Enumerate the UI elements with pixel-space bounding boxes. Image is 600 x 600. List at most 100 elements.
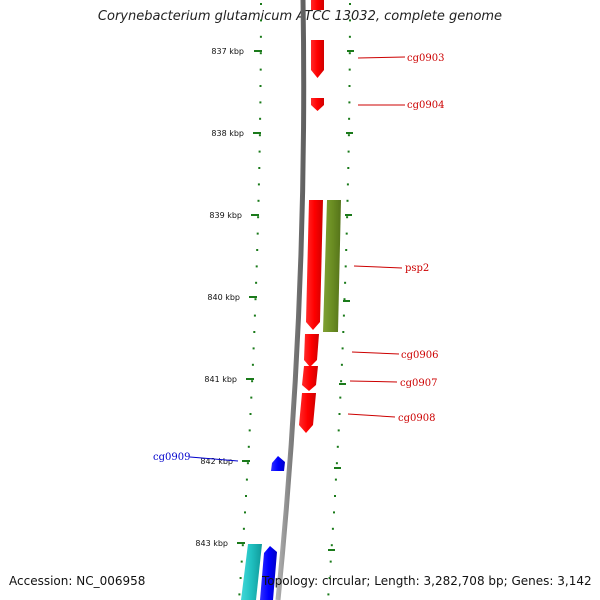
outer-ring-dot <box>259 117 262 120</box>
genome-backbone <box>275 0 307 600</box>
inner-ring-dot <box>346 216 349 219</box>
outer-ring-dot <box>244 511 246 514</box>
gene-arrow-cg0907[interactable] <box>302 366 318 391</box>
inner-ring-dot <box>347 167 350 169</box>
inner-ring-dot <box>349 19 351 22</box>
accession-label: Accession: NC_006958 <box>9 574 146 588</box>
inner-ring-dot <box>348 101 351 104</box>
outer-ring-dot <box>255 281 258 284</box>
inner-ring-dot <box>333 511 335 514</box>
gene-label-cg0906[interactable]: cg0906 <box>401 350 438 361</box>
outer-ring-dot <box>256 232 259 235</box>
gene-arrow-cg0909[interactable] <box>271 456 285 471</box>
tick-label-841-kbp: 841 kbp <box>204 375 237 384</box>
outer-ring-dot <box>245 495 247 497</box>
inner-ring-dot <box>334 478 337 481</box>
inner-ring-dot <box>348 85 351 87</box>
inner-ring-dot <box>343 298 346 301</box>
inner-ring-dot <box>338 413 341 415</box>
outer-ring-dot <box>242 527 245 530</box>
gene-label-cg0904[interactable]: cg0904 <box>407 100 444 111</box>
inner-ring-dot <box>346 183 349 186</box>
inner-ring-major-ticks <box>328 50 354 551</box>
gene-arrow-cg0908[interactable] <box>299 393 316 433</box>
outer-ring-dot <box>259 85 262 87</box>
inner-ring-dot <box>341 347 344 350</box>
tick-label-840-kbp: 840 kbp <box>207 293 240 302</box>
tick-label-843-kbp: 843 kbp <box>195 539 228 548</box>
inner-ring-dot <box>344 265 347 268</box>
outer-ring-dot <box>260 19 262 22</box>
outer-ring-dot <box>239 577 242 579</box>
inner-ring-dot <box>337 429 340 432</box>
outer-ring-dot <box>253 331 256 333</box>
inner-ring-dot <box>335 462 338 465</box>
outer-ring-dot <box>259 52 262 55</box>
inner-ring-dot <box>348 52 351 55</box>
feature-bar-cyan[interactable] <box>241 544 262 600</box>
inner-ring-dot <box>347 134 350 137</box>
gene-arrow-cg0902[interactable] <box>311 0 324 10</box>
outer-ring-dot <box>240 560 243 563</box>
gene-arrow-cg0906[interactable] <box>304 334 319 367</box>
inner-ring-dot <box>328 577 331 579</box>
gene-arrow-cg0904[interactable] <box>311 98 324 111</box>
outer-ring-dot <box>248 429 251 432</box>
inner-ring-dot <box>342 314 345 317</box>
outer-ring-dot <box>258 150 261 153</box>
outer-ring-dot <box>251 380 254 383</box>
inner-ring-dot <box>346 199 349 202</box>
inner-ring-dot <box>345 232 348 235</box>
feature-bar-olive[interactable] <box>323 200 341 332</box>
inner-ring-dot <box>339 396 342 399</box>
gene-label-cg0903[interactable]: cg0903 <box>407 53 444 64</box>
inner-tick-ring <box>327 3 351 596</box>
outer-ring-dot <box>250 396 253 399</box>
outer-ring-dot <box>251 363 254 366</box>
gene-label-cg0909[interactable]: cg0909 <box>153 452 190 463</box>
outer-ring-dot <box>259 101 262 104</box>
reverse-strand-genes <box>299 0 324 433</box>
gene-arrow-cg0903[interactable] <box>311 40 324 78</box>
inner-ring-dot <box>340 363 343 366</box>
inner-ring-dot <box>336 445 339 448</box>
inner-ring-dot <box>327 593 330 596</box>
genome-summary-label: Topology: circular; Length: 3,282,708 bp… <box>262 574 592 588</box>
tick-label-839-kbp: 839 kbp <box>209 211 242 220</box>
outer-ring-dot <box>252 347 255 350</box>
inner-ring-dot <box>342 331 345 333</box>
inner-ring-dot <box>347 150 350 153</box>
gene-arrow-psp2[interactable] <box>306 200 323 330</box>
outer-ring-dot <box>256 249 259 251</box>
outer-ring-dot <box>245 478 248 481</box>
tick-label-842-kbp: 842 kbp <box>200 457 233 466</box>
outer-ring-dot <box>258 167 261 169</box>
outer-ring-dot <box>241 544 244 547</box>
gene-arrow-forward-bottom[interactable] <box>260 546 277 600</box>
forward-strand-genes <box>260 456 285 600</box>
tick-label-838-kbp: 838 kbp <box>211 129 244 138</box>
inner-ring-dot <box>340 380 343 383</box>
inner-ring-dot <box>331 527 334 530</box>
gene-labels: cg0903 cg0904 psp2 cg0906 cg0907 cg0908 … <box>153 53 444 463</box>
inner-ring-dot <box>344 281 347 284</box>
inner-ring-dot <box>348 35 351 38</box>
outer-ring-dot <box>258 134 261 137</box>
tick-label-837-kbp: 837 kbp <box>211 47 244 56</box>
inner-ring-dot <box>334 495 336 497</box>
outer-ring-dot <box>260 3 262 5</box>
outer-tick-ring <box>238 3 262 596</box>
inner-ring-dot <box>345 249 348 251</box>
kbp-ticks: 837 kbp 838 kbp 839 kbp 840 kbp 841 kbp … <box>195 47 262 548</box>
outer-ring-dot <box>253 314 256 317</box>
gene-label-cg0907[interactable]: cg0907 <box>400 378 437 389</box>
inner-ring-dot <box>349 3 351 5</box>
outer-ring-dot <box>249 413 252 415</box>
outer-ring-dot <box>254 298 257 301</box>
outer-ring-dot <box>259 35 262 38</box>
outer-ring-dot <box>257 216 260 219</box>
gene-label-psp2[interactable]: psp2 <box>405 263 429 274</box>
outer-ring-dot <box>247 445 250 448</box>
gene-label-cg0908[interactable]: cg0908 <box>398 413 435 424</box>
